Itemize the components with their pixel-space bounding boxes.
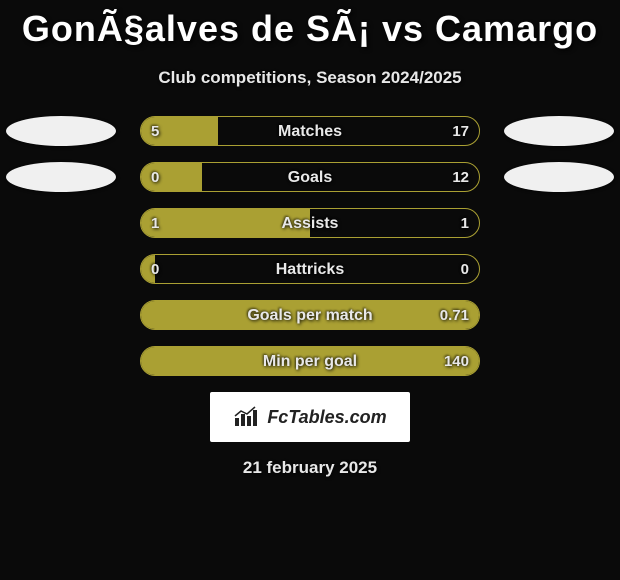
stat-bar-fill [141,301,479,329]
stat-bar: Min per goal140 [140,346,480,376]
logo-box[interactable]: FcTables.com [210,392,410,442]
player-right-marker [504,162,614,192]
stat-row: Goals per match0.71 [0,300,620,330]
chart-icon [233,406,261,428]
stat-bar: 1Assists1 [140,208,480,238]
logo-text: FcTables.com [267,407,386,428]
stat-bar-fill [141,163,202,191]
stat-row: 5Matches17 [0,116,620,146]
page-title: GonÃ§alves de SÃ¡ vs Camargo [0,0,620,50]
stat-row: 0Hattricks0 [0,254,620,284]
player-left-marker [6,116,116,146]
stat-value-right: 0 [461,255,469,284]
stat-row: 0Goals12 [0,162,620,192]
player-right-marker [504,116,614,146]
stat-value-right: 17 [452,117,469,146]
date-text: 21 february 2025 [0,458,620,478]
stat-bar-fill [141,255,155,283]
stat-row: Min per goal140 [0,346,620,376]
stat-bar-fill [141,209,310,237]
stat-label: Hattricks [141,255,479,284]
stat-value-right: 1 [461,209,469,238]
stat-bar: 0Hattricks0 [140,254,480,284]
stat-bar: 5Matches17 [140,116,480,146]
stat-row: 1Assists1 [0,208,620,238]
stat-bar-fill [141,347,479,375]
stat-bar: 0Goals12 [140,162,480,192]
stat-bar: Goals per match0.71 [140,300,480,330]
subtitle: Club competitions, Season 2024/2025 [0,68,620,88]
stat-bar-fill [141,117,218,145]
stats-container: 5Matches17 0Goals12 1Assists1 0Hattricks0 Go… [0,116,620,376]
player-left-marker [6,162,116,192]
stat-value-right: 12 [452,163,469,192]
